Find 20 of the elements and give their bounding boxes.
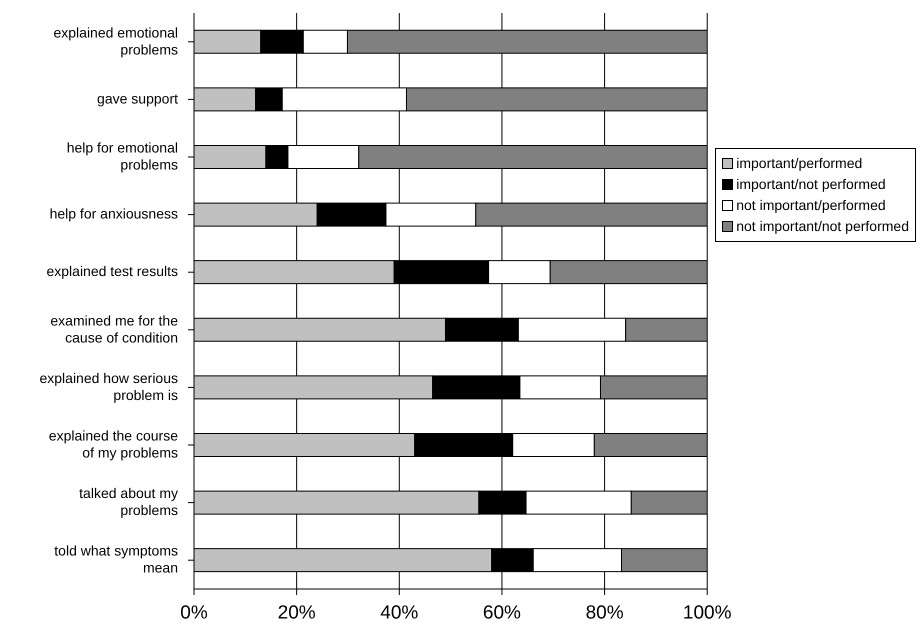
y-tick-label: examined me for the cause of condition [50, 312, 178, 346]
y-tick-label: help for emotional problems [66, 139, 178, 172]
x-tick-label: 100% [682, 602, 732, 624]
x-tick-label: 60% [482, 602, 522, 624]
legend-label: important/performed [736, 154, 862, 173]
x-tick-label: 0% [180, 602, 208, 624]
y-tick-label: talked about my problems [79, 484, 178, 518]
y-tick-label: explained emotional problems [53, 24, 178, 58]
x-tick-label: 40% [380, 602, 418, 624]
x-tick-label: 80% [586, 602, 624, 624]
y-tick-label: gave support [97, 90, 178, 106]
x-tick-label: 20% [278, 602, 316, 624]
legend-label: not important/not performed [736, 217, 909, 236]
y-tick-label: explained how serious problem is [39, 370, 178, 403]
y-tick-label: explained the course of my problems [48, 427, 178, 460]
y-tick-label: told what symptoms mean [54, 542, 178, 576]
legend-label: important/not performed [736, 175, 886, 194]
legend-label: not important/performed [736, 196, 886, 215]
y-tick-label: help for anxiousness [50, 205, 178, 222]
y-tick-label: explained test results [46, 262, 178, 279]
